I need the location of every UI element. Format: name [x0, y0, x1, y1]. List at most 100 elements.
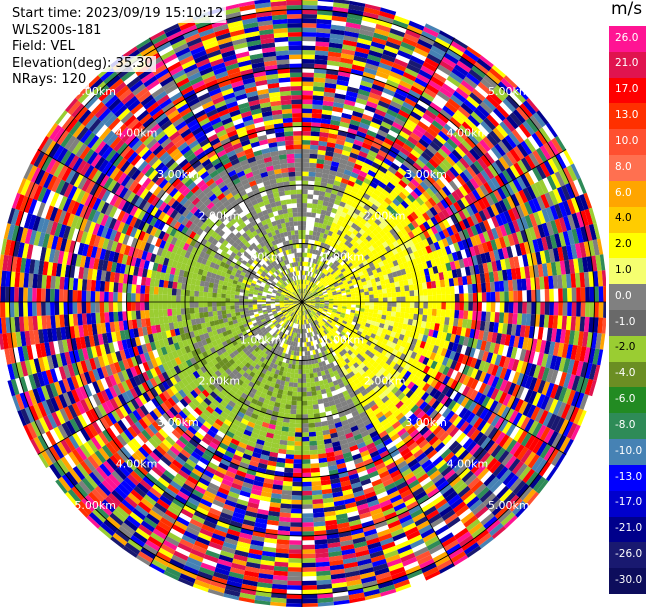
velocity-gate: [400, 256, 407, 264]
velocity-gate: [310, 299, 316, 302]
velocity-gate: [539, 250, 547, 264]
velocity-gate: [302, 598, 318, 604]
velocity-gate: [512, 178, 523, 192]
velocity-gate: [380, 121, 392, 130]
velocity-gate: [390, 162, 400, 171]
velocity-gate: [419, 181, 430, 191]
velocity-gate: [412, 199, 421, 209]
velocity-gate: [364, 105, 377, 113]
velocity-gate: [302, 144, 311, 150]
velocity-gate: [515, 267, 522, 280]
velocity-gate: [513, 162, 525, 176]
velocity-gate: [417, 38, 433, 50]
velocity-gate: [340, 268, 346, 273]
velocity-gate: [423, 268, 430, 276]
velocity-gate: [302, 122, 312, 127]
velocity-gate: [408, 284, 414, 291]
velocity-gate: [443, 52, 459, 65]
velocity-gate: [324, 305, 329, 308]
velocity-gate: [324, 259, 329, 265]
velocity-gate: [302, 81, 314, 87]
velocity-gate: [310, 298, 316, 301]
velocity-gate: [466, 72, 481, 86]
velocity-gate: [341, 308, 347, 312]
velocity-gate: [524, 228, 533, 242]
velocity-gate: [316, 269, 320, 275]
velocity-gate: [417, 248, 424, 257]
velocity-gate: [465, 237, 474, 248]
velocity-gate: [419, 223, 427, 233]
velocity-gate: [387, 272, 394, 279]
velocity-gate: [317, 0, 334, 7]
velocity-gate: [486, 229, 495, 241]
velocity-gate: [396, 230, 404, 239]
velocity-gate: [451, 68, 466, 80]
velocity-gate: [382, 241, 389, 249]
velocity-gate: [353, 55, 368, 63]
velocity-gate: [313, 273, 317, 278]
velocity-gate: [458, 185, 469, 197]
velocity-gate: [396, 113, 408, 123]
velocity-gate: [532, 239, 540, 253]
velocity-gate: [378, 62, 393, 71]
velocity-gate: [312, 277, 316, 283]
velocity-gate: [426, 174, 436, 185]
velocity-gate: [304, 284, 306, 289]
velocity-gate: [389, 146, 400, 155]
velocity-gate: [407, 222, 416, 231]
velocity-gate: [332, 203, 340, 210]
velocity-gate: [391, 292, 397, 298]
velocity-gate: [325, 187, 333, 194]
velocity-gate: [378, 306, 383, 311]
velocity-gate: [383, 137, 395, 147]
velocity-gate: [329, 256, 334, 262]
velocity-gate: [445, 262, 452, 272]
velocity-gate: [597, 270, 604, 287]
velocity-gate: [351, 302, 356, 305]
velocity-gate: [481, 311, 487, 322]
velocity-gate: [296, 405, 302, 410]
velocity-gate: [311, 485, 322, 491]
velocity-gate: [316, 390, 322, 396]
velocity-gate: [344, 286, 350, 291]
velocity-gate: [305, 284, 308, 290]
velocity-gate: [346, 17, 362, 25]
velocity-gate: [302, 293, 305, 298]
velocity-gate: [570, 197, 581, 213]
velocity-gate: [334, 223, 341, 230]
velocity-gate: [496, 187, 507, 200]
velocity-gate: [333, 243, 339, 250]
velocity-gate: [463, 49, 480, 62]
velocity-gate: [304, 351, 308, 356]
velocity-gate: [418, 155, 429, 165]
velocity-gate: [467, 114, 481, 127]
velocity-gate: [426, 144, 438, 155]
velocity-gate: [364, 3, 381, 11]
velocity-gate: [363, 177, 372, 186]
velocity-gate: [307, 248, 311, 254]
velocity-gate: [469, 148, 481, 161]
velocity-gate: [345, 289, 351, 293]
velocity-gate: [327, 55, 341, 62]
velocity-gate: [317, 199, 324, 206]
velocity-gate: [355, 159, 365, 167]
velocity-gate: [507, 279, 514, 292]
velocity-gate: [349, 119, 361, 127]
velocity-gate: [571, 302, 577, 317]
velocity-gate: [522, 302, 527, 314]
velocity-gate: [368, 309, 374, 314]
velocity-gate: [282, 422, 290, 428]
velocity-gate: [592, 271, 599, 287]
velocity-gate: [317, 149, 326, 156]
velocity-gate: [325, 150, 334, 157]
velocity-gate: [290, 517, 302, 523]
velocity-gate: [438, 188, 448, 199]
velocity-gate: [302, 32, 317, 37]
velocity-gate: [366, 154, 376, 162]
velocity-gate: [302, 198, 308, 204]
velocity-gate: [374, 173, 383, 182]
velocity-gate: [315, 385, 321, 391]
velocity-gate: [577, 177, 587, 194]
velocity-gate: [403, 233, 412, 242]
velocity-gate: [304, 289, 307, 294]
